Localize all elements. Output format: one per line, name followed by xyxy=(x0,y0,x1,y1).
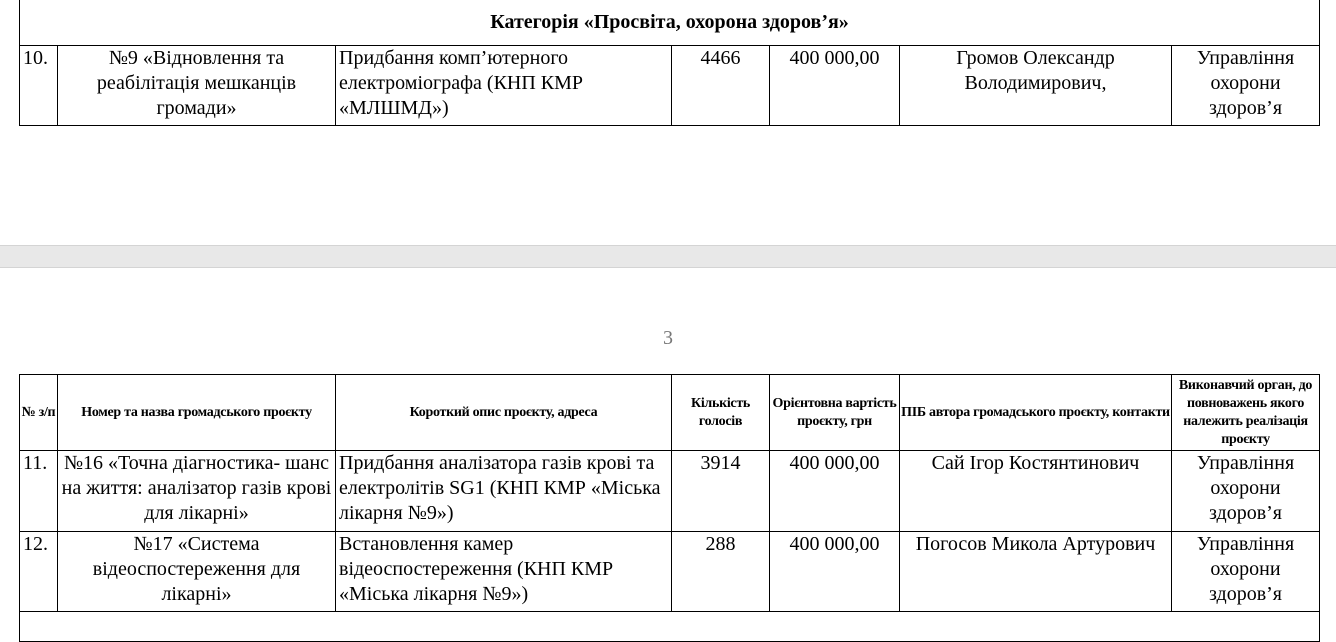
row-number: 11. xyxy=(19,450,58,532)
votes: 288 xyxy=(671,531,770,612)
header-row: № з/п Номер та назва громадського проєкт… xyxy=(19,374,1320,451)
row-number: 12. xyxy=(19,531,58,612)
project-description: Придбання комп’ютерного електроміографа … xyxy=(335,45,672,126)
author: Громов Олександр Володимирович, xyxy=(899,45,1172,126)
page-number: 3 xyxy=(663,327,673,349)
header-author: ПІБ автора громадського проєкту, контакт… xyxy=(899,374,1172,451)
project-description: Придбання аналізатора газів крові та еле… xyxy=(335,450,672,532)
header-executor: Виконавчий орган, до повноважень якого н… xyxy=(1171,374,1320,451)
votes: 4466 xyxy=(671,45,770,126)
row-number: 10. xyxy=(19,45,58,126)
header-num: № з/п xyxy=(19,374,58,451)
table-row: 12. №17 «Система відеоспостереження для … xyxy=(19,531,1320,612)
category-row: Категорія «Просвіта, охорона здоров’я» xyxy=(18,0,1321,46)
author: Погосов Микола Артурович xyxy=(899,531,1172,612)
cost: 400 000,00 xyxy=(769,531,900,612)
executor: Управління охорони здоров’я xyxy=(1171,450,1320,532)
project-description: Встановлення камер відеоспостереження (К… xyxy=(335,531,672,612)
cost: 400 000,00 xyxy=(769,45,900,126)
author: Сай Ігор Костянтинович xyxy=(899,450,1172,532)
project-name: №17 «Система відеоспостереження для ліка… xyxy=(57,531,336,612)
category-title: Категорія «Просвіта, охорона здоров’я» xyxy=(18,0,1321,46)
executor: Управління охорони здоров’я xyxy=(1170,45,1321,126)
executor: Управління охорони здоров’я xyxy=(1171,531,1320,612)
cost: 400 000,00 xyxy=(769,450,900,532)
header-desc: Короткий опис проєкту, адреса xyxy=(335,374,672,451)
votes: 3914 xyxy=(671,450,770,532)
project-name: №9 «Відновлення та реабілітація мешканці… xyxy=(57,45,336,126)
projects-table-top: Категорія «Просвіта, охорона здоров’я» 1… xyxy=(18,0,1321,126)
table-row-partial xyxy=(19,611,1320,642)
header-cost: Орієнтовна вартість проєкту, грн xyxy=(769,374,900,451)
projects-table-bottom: № з/п Номер та назва громадського проєкт… xyxy=(19,374,1320,642)
table-row: 11. №16 «Точна діагностика- шанс на житт… xyxy=(19,450,1320,532)
project-name: №16 «Точна діагностика- шанс на життя: а… xyxy=(57,450,336,532)
header-name: Номер та назва громадського проєкту xyxy=(57,374,336,451)
table-row: 10. №9 «Відновлення та реабілітація мешк… xyxy=(19,45,1321,126)
header-votes: Кількість голосів xyxy=(671,374,770,451)
page-break xyxy=(0,245,1336,268)
